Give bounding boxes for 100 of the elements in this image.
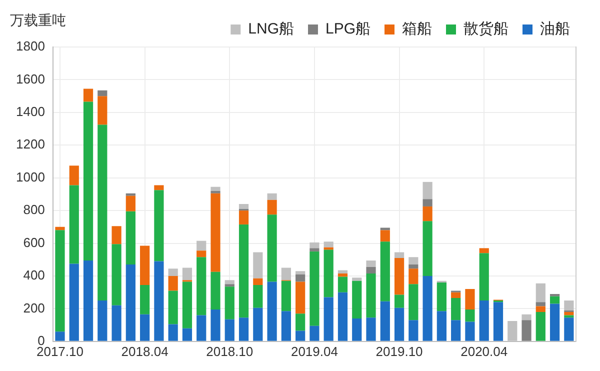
bar: [465, 322, 475, 341]
bar: [296, 314, 306, 331]
bar: [281, 268, 291, 280]
bar: [55, 230, 65, 332]
bar: [479, 253, 489, 301]
bar: [451, 320, 461, 341]
bar: [238, 224, 249, 318]
bar: [338, 292, 348, 341]
bar: [408, 284, 418, 320]
bar: [98, 96, 108, 125]
bar: [210, 186, 220, 191]
bar: [196, 240, 206, 251]
bar: [324, 297, 334, 341]
bar: [98, 124, 108, 301]
bar: [182, 268, 192, 280]
bar: [310, 248, 320, 252]
bar: [422, 221, 432, 276]
bar: [522, 320, 532, 341]
legend-label: 箱船: [402, 20, 432, 38]
bar: [310, 251, 320, 326]
bar: [380, 228, 390, 230]
bar: [224, 319, 234, 341]
bar: [126, 211, 136, 265]
bar: [267, 193, 277, 200]
bar: [281, 311, 291, 341]
bar: [55, 226, 65, 230]
bar: [324, 242, 334, 248]
y-tick-label: 1800: [16, 38, 45, 54]
bar: [253, 308, 263, 341]
bar: [550, 294, 560, 296]
bar: [408, 320, 418, 341]
bar: [380, 230, 390, 242]
bar: [522, 314, 532, 320]
x-tick-label: 2019.04: [290, 344, 338, 359]
bar: [83, 102, 94, 260]
bar: [550, 304, 560, 341]
bar: [465, 289, 475, 310]
bar: [296, 330, 306, 341]
bar: [154, 190, 164, 262]
bar: [140, 314, 150, 341]
legend-label: LNG船: [248, 20, 294, 38]
bar: [210, 310, 220, 341]
bar: [366, 318, 376, 341]
bar: [196, 250, 206, 258]
bar: [210, 190, 220, 194]
bar: [338, 276, 348, 292]
bar: [536, 312, 546, 341]
bar: [168, 276, 178, 291]
bar: [83, 260, 94, 341]
bar: [140, 284, 150, 314]
bar: [564, 318, 574, 341]
bar: [253, 252, 263, 278]
y-tick-label: 800: [23, 202, 45, 218]
bar: [253, 284, 263, 308]
bar: [394, 294, 404, 308]
x-tick-label: 2018.04: [121, 344, 168, 359]
bar: [98, 300, 108, 341]
bar: [253, 278, 263, 285]
bar: [296, 282, 306, 314]
bar: [394, 308, 404, 341]
bar: [408, 268, 418, 284]
bar: [224, 284, 234, 287]
bar: [422, 199, 432, 206]
y-tick-label: 200: [23, 300, 45, 316]
bar: [112, 226, 122, 244]
bar: [422, 276, 432, 341]
bar: [564, 315, 574, 318]
x-tick-label: 2018.10: [206, 344, 254, 359]
bar: [408, 257, 418, 265]
bar: [168, 324, 178, 341]
legend-label: 散货船: [464, 20, 508, 38]
y-tick-label: 400: [23, 268, 45, 283]
y-axis-title: 万载重吨: [10, 12, 66, 28]
bar: [352, 318, 362, 341]
bar: [154, 185, 164, 190]
bar: [310, 326, 320, 341]
x-tick-label: 2020.04: [460, 344, 508, 359]
bar: [366, 266, 376, 274]
bar: [296, 271, 306, 274]
bar: [238, 210, 249, 224]
bar: [324, 250, 334, 298]
legend-label: 油船: [540, 20, 570, 38]
bar: [436, 311, 447, 341]
bar: [564, 300, 574, 310]
bar: [352, 278, 362, 281]
bar: [465, 310, 475, 322]
bar: [422, 182, 432, 200]
bar: [69, 264, 79, 341]
bar: [479, 300, 489, 341]
bar: [366, 260, 376, 267]
bar: [324, 247, 334, 250]
bar: [451, 298, 461, 320]
bar: [536, 302, 546, 306]
legend-label: LPG船: [325, 20, 370, 38]
bar: [126, 193, 136, 196]
bar: [112, 305, 122, 341]
bar: [168, 268, 178, 276]
bar: [394, 258, 404, 295]
bar: [238, 318, 249, 341]
bar: [168, 290, 178, 324]
